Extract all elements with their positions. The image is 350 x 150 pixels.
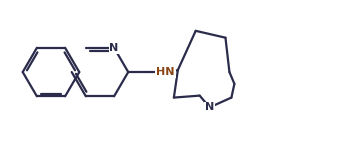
Text: N: N (205, 102, 214, 112)
Text: HN: HN (156, 67, 175, 77)
Text: N: N (110, 43, 119, 53)
